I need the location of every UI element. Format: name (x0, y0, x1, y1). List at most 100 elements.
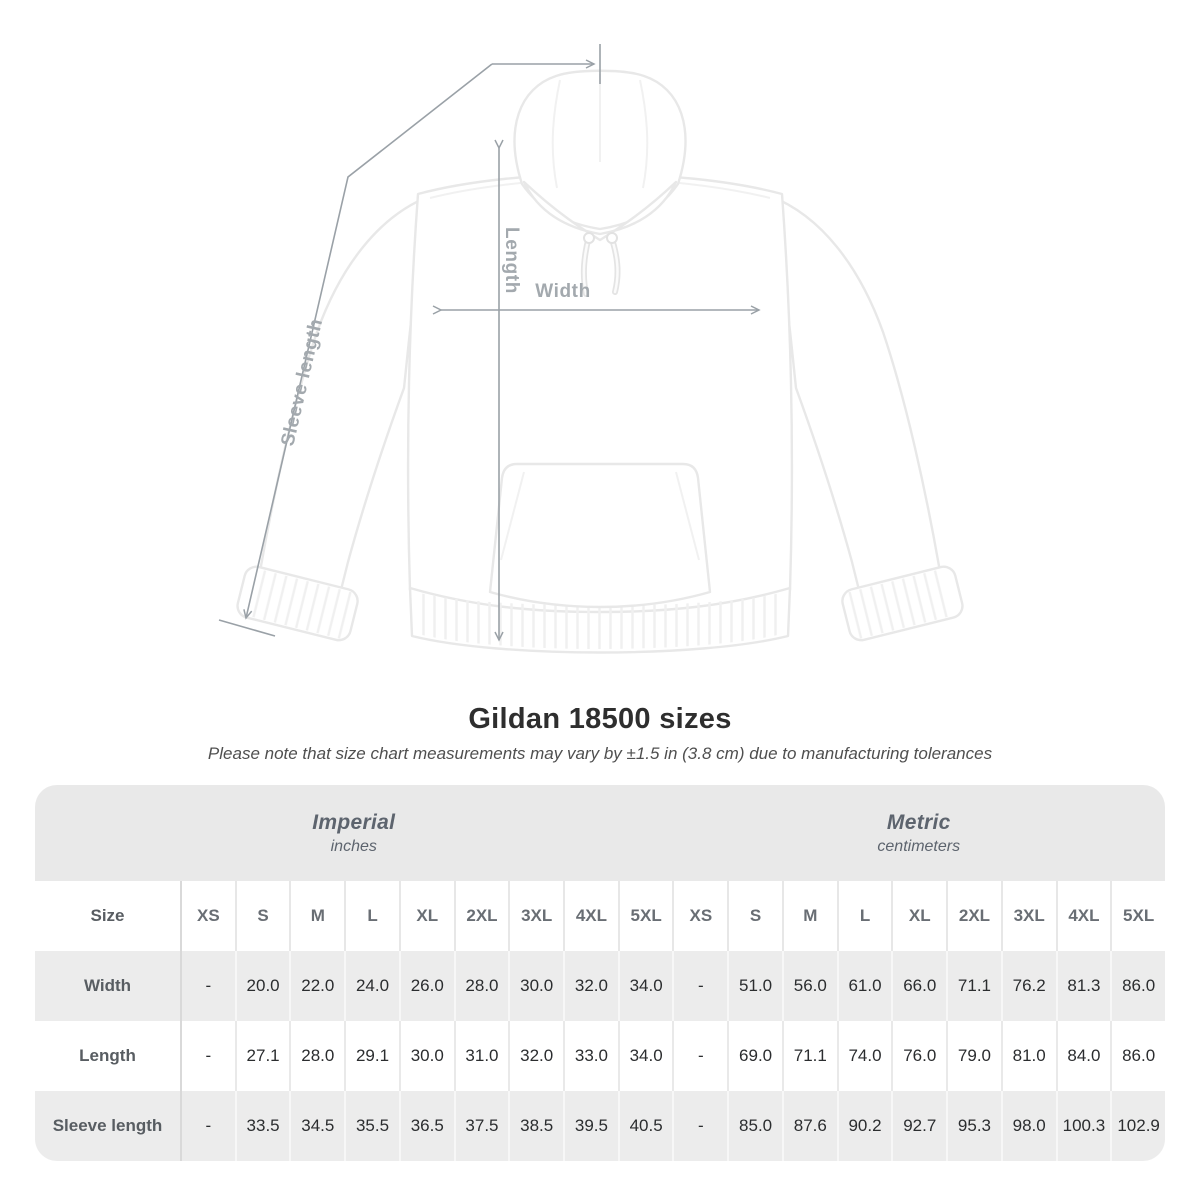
measure-value-cell: 61.0 (836, 951, 892, 1021)
measure-value-cell: 76.0 (891, 1021, 947, 1091)
measure-value-cell: - (672, 951, 728, 1021)
measure-value-cell: 76.2 (1000, 951, 1056, 1021)
measure-value-cell: 27.1 (234, 1021, 290, 1091)
hoodie-right-sleeve (768, 194, 964, 642)
measure-value-cell: 35.5 (344, 1091, 399, 1161)
measure-row-label: Sleeve length (35, 1091, 180, 1161)
measure-value-cell: 100.3 (1055, 1091, 1111, 1161)
measure-value-cell: 34.0 (617, 951, 673, 1021)
measure-value-cell: 26.0 (398, 951, 454, 1021)
measure-value-cell: 79.0 (946, 1021, 1001, 1091)
unit-header-band: Imperial inches Metric centimeters (35, 785, 1165, 881)
measure-value-cell: 34.0 (617, 1021, 673, 1091)
measure-value-cell: 98.0 (1000, 1091, 1056, 1161)
measure-value-cell: 81.0 (1000, 1021, 1056, 1091)
measure-value-cell: 81.3 (1055, 951, 1111, 1021)
size-table: Imperial inches Metric centimeters Size X… (35, 785, 1165, 1161)
size-header-cell: M (289, 881, 345, 951)
measure-value-cell: 37.5 (453, 1091, 509, 1161)
measure-value-cell: - (672, 1091, 728, 1161)
size-header-cell: 2XL (453, 881, 509, 951)
measure-value-cell: 32.0 (508, 1021, 564, 1091)
measure-value-cell: 84.0 (1055, 1021, 1111, 1091)
measure-value-cell: 24.0 (344, 951, 399, 1021)
hoodie-drawstrings (580, 232, 621, 297)
imperial-title: Imperial (312, 810, 396, 834)
measure-value-cell: 71.1 (781, 1021, 837, 1091)
measure-value-cell: 56.0 (781, 951, 837, 1021)
measure-value-cell: 90.2 (836, 1091, 892, 1161)
measure-value-cell: 33.5 (234, 1091, 290, 1161)
measure-value-cell: - (180, 1021, 235, 1091)
size-header-cell: 4XL (563, 881, 618, 951)
measure-value-cell: 92.7 (891, 1091, 947, 1161)
measure-value-cell: 40.5 (617, 1091, 673, 1161)
measure-value-cell: 28.0 (453, 951, 509, 1021)
measure-value-cell: 71.1 (946, 951, 1001, 1021)
size-header-cell: XL (398, 881, 454, 951)
measure-value-cell: 30.0 (508, 951, 564, 1021)
size-column-title: Size (35, 881, 180, 951)
hoodie-hem (408, 586, 792, 654)
measure-value-cell: 85.0 (727, 1091, 782, 1161)
width-label: Width (535, 281, 591, 302)
measure-value-cell: 87.6 (781, 1091, 837, 1161)
metric-header: Metric centimeters (673, 785, 1166, 881)
measure-value-cell: - (672, 1021, 728, 1091)
size-header-cell: S (234, 881, 290, 951)
imperial-unit: inches (330, 837, 377, 855)
measure-value-cell: 30.0 (398, 1021, 454, 1091)
size-header-cell: XS (672, 881, 728, 951)
length-label: Length (501, 227, 522, 294)
sleeve-measure-line (243, 63, 493, 620)
measure-value-cell: 33.0 (563, 1021, 618, 1091)
measure-value-cell: 51.0 (727, 951, 782, 1021)
hoodie-hood (513, 69, 687, 242)
size-header-cell: 2XL (946, 881, 1001, 951)
size-header-cell: 3XL (1000, 881, 1056, 951)
metric-title: Metric (886, 810, 951, 834)
measure-value-cell: 20.0 (234, 951, 290, 1021)
page-title: Gildan 18500 sizes (468, 703, 732, 735)
measure-value-cell: 28.0 (289, 1021, 345, 1091)
imperial-header: Imperial inches (35, 785, 673, 881)
measure-value-cell: 31.0 (453, 1021, 509, 1091)
measure-value-cell: 102.9 (1110, 1091, 1165, 1161)
measure-value-cell: 95.3 (946, 1091, 1001, 1161)
measure-value-cell: 74.0 (836, 1021, 892, 1091)
measure-value-cell: 34.5 (289, 1091, 345, 1161)
size-header-cell: L (344, 881, 399, 951)
measure-value-cell: 32.0 (563, 951, 618, 1021)
metric-unit: centimeters (877, 837, 961, 855)
measure-value-cell: 38.5 (508, 1091, 564, 1161)
measure-value-cell: 86.0 (1110, 1021, 1165, 1091)
measure-row-label: Width (35, 951, 180, 1021)
measure-value-cell: 86.0 (1110, 951, 1165, 1021)
size-header-cell: S (727, 881, 782, 951)
measure-row-label: Length (35, 1021, 180, 1091)
hoodie-pocket (488, 462, 712, 609)
measure-value-cell: - (180, 951, 235, 1021)
tolerance-note: Please note that size chart measurements… (207, 744, 993, 763)
hoodie-measurement-diagram: Length Width Sleeve length (218, 44, 964, 654)
size-header-cell: XS (180, 881, 235, 951)
measure-value-cell: - (180, 1091, 235, 1161)
size-header-cell: 5XL (1110, 881, 1165, 951)
measure-value-cell: 69.0 (727, 1021, 782, 1091)
size-header-cell: 3XL (508, 881, 564, 951)
size-header-cell: 5XL (617, 881, 673, 951)
measure-value-cell: 29.1 (344, 1021, 399, 1091)
hoodie-left-sleeve (236, 194, 432, 642)
hoodie-illustration (236, 69, 964, 654)
measure-value-cell: 39.5 (563, 1091, 618, 1161)
cuff-tick (218, 619, 276, 637)
size-header-cell: XL (891, 881, 947, 951)
size-grid: Size XS S M L XL 2XL 3XL 4XL 5XL XS S M L XL 2XL 3XL 4XL 5… (35, 881, 1165, 1161)
measure-value-cell: 66.0 (891, 951, 947, 1021)
size-header-cell: M (781, 881, 837, 951)
size-header-cell: L (836, 881, 892, 951)
measure-value-cell: 22.0 (289, 951, 345, 1021)
size-header-cell: 4XL (1055, 881, 1111, 951)
measure-value-cell: 36.5 (398, 1091, 454, 1161)
